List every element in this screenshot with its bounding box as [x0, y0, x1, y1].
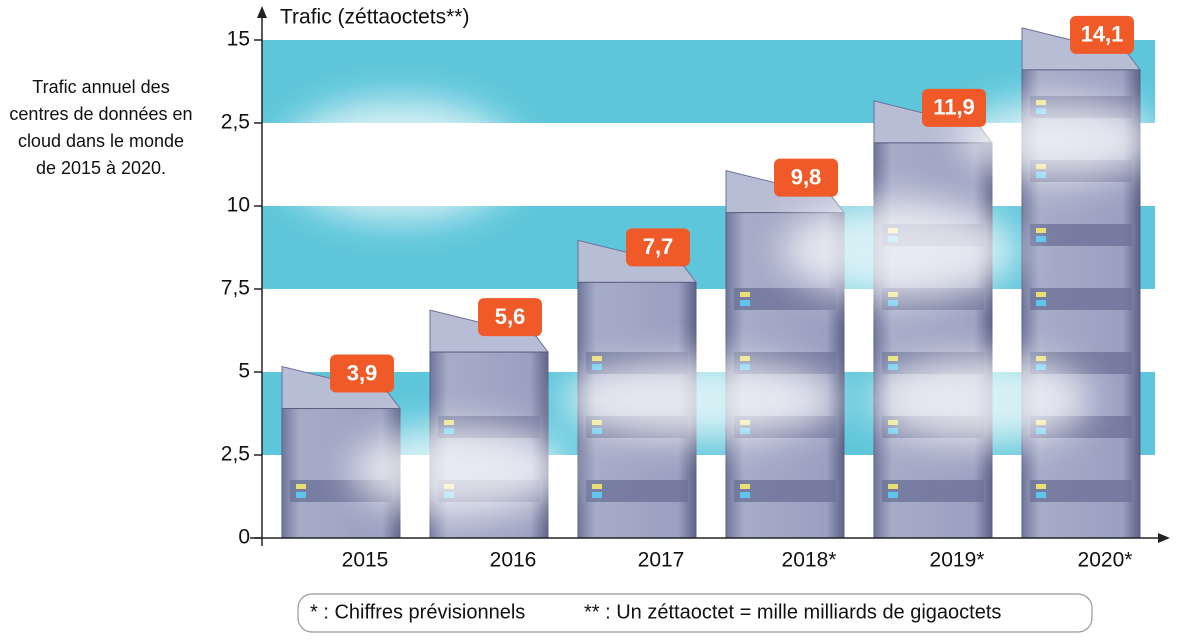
y-tick-label: 2,5	[221, 443, 250, 466]
cloud	[960, 100, 1160, 180]
server-light	[1036, 236, 1046, 242]
server-light	[740, 484, 750, 489]
server-light	[1036, 300, 1046, 306]
x-axis-arrow	[1158, 533, 1170, 543]
server-slot	[1030, 224, 1132, 246]
value-label-box	[1070, 15, 1134, 54]
note: ** : Un zéttaoctet = mille milliards de …	[584, 601, 1001, 623]
note: * : Chiffres prévisionnels	[310, 601, 525, 623]
server-light	[1036, 484, 1046, 489]
server-light	[296, 484, 306, 489]
cloud	[560, 360, 840, 440]
server-light	[592, 492, 602, 498]
x-tick-label: 2016	[490, 549, 537, 572]
server-light	[592, 484, 602, 489]
value-label: 3,9	[347, 360, 378, 385]
server-light	[740, 356, 750, 361]
cloud	[350, 425, 570, 515]
server-light	[888, 356, 898, 361]
clouds	[280, 100, 1160, 515]
server-light	[740, 300, 750, 306]
y-axis-arrow	[257, 6, 267, 18]
server-slot	[1030, 288, 1132, 310]
server-light	[1036, 356, 1046, 361]
server-light	[444, 420, 454, 425]
y-tick-label: 15	[227, 28, 250, 51]
server-light	[592, 428, 602, 434]
cloud	[280, 100, 520, 220]
value-label: 5,6	[495, 304, 526, 329]
server-slot	[586, 480, 688, 502]
value-label-box	[478, 298, 542, 337]
server-light	[592, 364, 602, 370]
value-label-box	[922, 88, 986, 127]
y-tick-label: 7,5	[221, 277, 250, 300]
value-label-box	[626, 228, 690, 267]
y-axis-label: Trafic (zéttaoctets**)	[280, 6, 469, 29]
cloud	[780, 200, 1020, 300]
y-tick-label: 0	[238, 526, 250, 549]
y-tick-label: 5	[238, 360, 250, 383]
server-light	[296, 492, 306, 498]
x-tick-label: 2018*	[782, 549, 837, 572]
server-slot	[734, 288, 836, 310]
x-tick-label: 2017	[638, 549, 685, 572]
server-light	[888, 364, 898, 370]
server-slot	[1030, 480, 1132, 502]
x-tick-label: 2015	[342, 549, 389, 572]
x-tick-label: 2019*	[930, 549, 985, 572]
value-label: 11,9	[933, 95, 975, 120]
y-tick-label: 10	[227, 194, 250, 217]
server-light	[592, 356, 602, 361]
cloud	[870, 355, 1090, 445]
server-light	[740, 292, 750, 297]
server-light	[1036, 492, 1046, 498]
server-light	[1036, 228, 1046, 233]
server-light	[888, 428, 898, 434]
server-light	[888, 484, 898, 489]
server-light	[888, 300, 898, 306]
value-labels: 3,9 5,6 7,7 9,8 11,9 14,1	[330, 15, 1134, 393]
value-label-box	[330, 354, 394, 393]
server-slot	[882, 480, 984, 502]
axes: Trafic (zéttaoctets**) 0 2,5 5 7,5 10 2,5 15 20…	[221, 6, 1170, 572]
value-label: 14,1	[1081, 22, 1124, 47]
value-label: 9,8	[791, 164, 822, 189]
server-light	[740, 492, 750, 498]
chart-title: Trafic annuel des centres de données en …	[9, 77, 193, 178]
notes-box	[297, 593, 1093, 633]
value-label-box	[774, 158, 838, 197]
value-label: 7,7	[643, 234, 674, 259]
server-slot	[734, 480, 836, 502]
x-tick-label: 2020*	[1078, 549, 1133, 572]
server-light	[1036, 292, 1046, 297]
y-tick-label: 2,5	[221, 111, 250, 134]
server-light	[888, 492, 898, 498]
